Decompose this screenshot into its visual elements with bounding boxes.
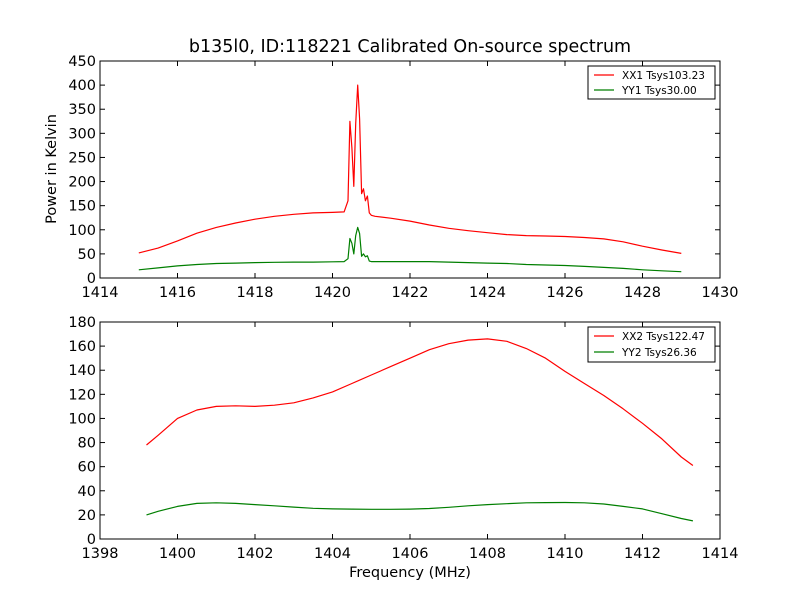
series-line-xx2	[146, 338, 694, 466]
x-tick-label: 1422	[392, 285, 429, 301]
y-tick-label: 0	[87, 271, 96, 287]
legend-label-xx1: XX1 Tsys103.23	[622, 70, 705, 82]
y-tick-label: 20	[78, 508, 96, 524]
y-tick-label: 350	[68, 102, 96, 118]
x-tick-label: 1430	[702, 285, 739, 301]
x-tick-label: 1404	[314, 546, 351, 562]
series-line-xx1	[138, 84, 682, 254]
legend-box	[587, 326, 716, 363]
y-tick-label: 400	[68, 78, 96, 94]
x-tick-label: 1414	[82, 285, 119, 301]
y-tick-label: 140	[68, 363, 96, 379]
x-tick-label: 1406	[392, 546, 429, 562]
x-tick-label: 1426	[547, 285, 584, 301]
y-tick-label: 200	[68, 175, 96, 191]
y-tick-label: 50	[78, 247, 96, 263]
x-tick-label: 1416	[159, 285, 196, 301]
y-tick-label: 60	[78, 460, 96, 476]
y-tick-label: 80	[78, 436, 96, 452]
x-tick-label: 1424	[469, 285, 506, 301]
x-tick-label: 1400	[159, 546, 196, 562]
x-tick-label: 1420	[314, 285, 351, 301]
top-legend: XX1 Tsys103.23 YY1 Tsys30.00	[587, 65, 716, 100]
y-axis-label: Power in Kelvin	[44, 114, 60, 224]
bottom-series-group	[146, 338, 694, 522]
y-tick-label: 180	[68, 315, 96, 331]
chart-title: b135l0, ID:118221 Calibrated On-source s…	[189, 37, 631, 57]
bottom-axis-ticks: 1398 1400 1402 1404 1406 1408 1410 1412 1414 0 20 4…	[68, 315, 738, 562]
x-tick-label: 1418	[237, 285, 274, 301]
x-tick-label: 1428	[624, 285, 661, 301]
y-tick-label: 160	[68, 339, 96, 355]
x-tick-label: 1398	[82, 546, 119, 562]
y-tick-label: 450	[68, 54, 96, 70]
bottom-spectrum-chart: 1398 1400 1402 1404 1406 1408 1410 1412 1414 0 20 4…	[68, 315, 738, 581]
legend-box	[587, 65, 716, 100]
y-tick-label: 250	[68, 150, 96, 166]
y-tick-label: 120	[68, 387, 96, 403]
y-tick-label: 0	[87, 532, 96, 548]
top-axis-ticks: 1414 1416 1418 1420 1422 1424 1426 1428 1430 0 50 1…	[68, 54, 738, 301]
bottom-legend: XX2 Tsys122.47 YY2 Tsys26.36	[587, 326, 716, 363]
legend-label-yy1: YY1 Tsys30.00	[621, 85, 697, 97]
y-tick-label: 40	[78, 484, 96, 500]
x-tick-label: 1408	[469, 546, 506, 562]
series-line-yy2	[146, 501, 694, 522]
x-tick-label: 1412	[624, 546, 661, 562]
legend-label-xx2: XX2 Tsys122.47	[622, 331, 705, 343]
x-tick-label: 1402	[237, 546, 274, 562]
legend-label-yy2: YY2 Tsys26.36	[621, 347, 697, 359]
x-axis-label: Frequency (MHz)	[349, 565, 471, 581]
y-tick-label: 100	[68, 411, 96, 427]
y-tick-label: 100	[68, 223, 96, 239]
y-tick-label: 300	[68, 126, 96, 142]
series-line-yy1	[138, 226, 682, 273]
y-tick-label: 150	[68, 199, 96, 215]
x-tick-label: 1410	[547, 546, 584, 562]
x-tick-label: 1414	[702, 546, 739, 562]
top-series-group	[138, 84, 682, 273]
top-spectrum-chart: b135l0, ID:118221 Calibrated On-source s…	[44, 37, 738, 301]
